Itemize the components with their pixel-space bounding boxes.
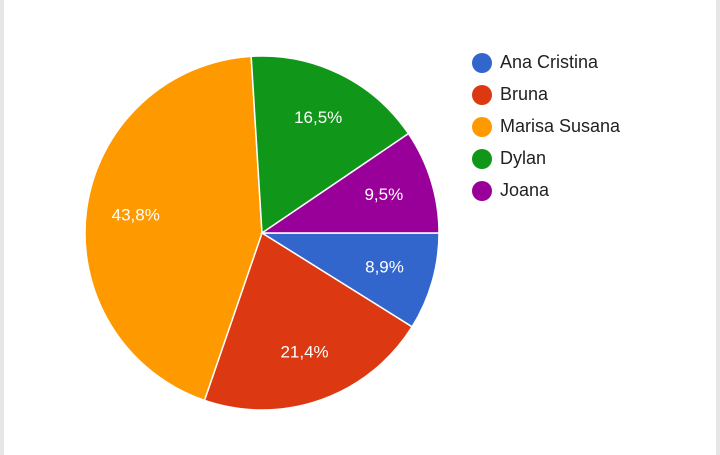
slice-label: 21,4% — [280, 343, 328, 362]
pie-slice — [84, 55, 263, 402]
slice-label: 43,8% — [112, 205, 160, 224]
legend-label: Bruna — [500, 84, 549, 104]
legend-swatch — [472, 85, 492, 105]
legend-label: Dylan — [500, 148, 546, 168]
pie-slice — [259, 232, 440, 328]
pie-slice — [250, 55, 410, 235]
right-edge — [716, 0, 720, 455]
legend-swatch — [472, 181, 492, 201]
slice-label: 8,9% — [365, 258, 404, 277]
legend-label: Joana — [500, 180, 550, 200]
legend-swatch — [472, 149, 492, 169]
slice-label: 9,5% — [364, 185, 403, 204]
pie-slice — [203, 231, 414, 411]
slice-label: 16,5% — [294, 108, 342, 127]
legend-label: Marisa Susana — [500, 116, 621, 136]
pie-slice — [259, 132, 440, 234]
legend-swatch — [472, 53, 492, 73]
legend-swatch — [472, 117, 492, 137]
left-edge — [0, 0, 4, 455]
legend-label: Ana Cristina — [500, 52, 599, 72]
